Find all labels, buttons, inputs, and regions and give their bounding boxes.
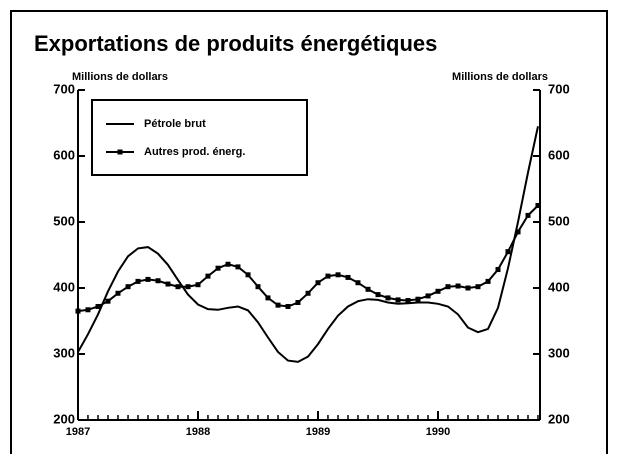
- series-marker: [395, 297, 401, 303]
- series-marker: [235, 264, 241, 270]
- series-marker: [305, 290, 311, 296]
- series-marker: [255, 284, 261, 290]
- x-tick-label: 1990: [426, 426, 450, 438]
- series-marker: [405, 298, 411, 304]
- series-marker: [345, 274, 351, 280]
- series-marker: [155, 278, 161, 284]
- series-marker: [145, 276, 151, 282]
- series-marker: [475, 284, 481, 290]
- y2-tick-label: 400: [548, 279, 570, 294]
- series-marker: [335, 272, 341, 278]
- chart-title: Exportations de produits énergétiques: [34, 31, 437, 56]
- series-marker: [265, 295, 271, 301]
- series-marker: [175, 284, 181, 290]
- y2-tick-label: 700: [548, 81, 570, 96]
- series-marker: [355, 280, 361, 286]
- series-marker: [495, 267, 501, 273]
- y2-tick-label: 600: [548, 147, 570, 162]
- series-marker: [375, 292, 381, 298]
- series-marker: [195, 282, 201, 288]
- series-marker: [465, 285, 471, 291]
- y-tick-label: 700: [53, 81, 75, 96]
- series-marker: [385, 295, 391, 301]
- series-marker: [285, 303, 291, 309]
- series-marker: [95, 303, 101, 309]
- y-tick-label: 500: [53, 213, 75, 228]
- legend-label: Pétrole brut: [144, 118, 206, 130]
- y2-tick-label: 300: [548, 345, 570, 360]
- series-marker: [315, 280, 321, 286]
- series-marker: [515, 229, 521, 235]
- series-marker: [525, 212, 531, 218]
- legend-label: Autres prod. énerg.: [144, 146, 245, 158]
- legend-box: [91, 99, 308, 176]
- series-marker: [425, 293, 431, 299]
- series-line: [77, 126, 539, 363]
- series-marker: [135, 278, 141, 284]
- series-marker: [275, 302, 281, 308]
- series-marker: [185, 284, 191, 290]
- series-marker: [125, 284, 131, 290]
- y-tick-label: 400: [53, 279, 75, 294]
- series-marker: [455, 283, 461, 289]
- y2-tick-label: 500: [548, 213, 570, 228]
- series-marker: [535, 203, 541, 208]
- series-marker: [505, 249, 511, 255]
- series-marker: [115, 290, 121, 296]
- series-marker: [105, 298, 111, 304]
- series-marker: [85, 307, 91, 313]
- y2-tick-label: 200: [548, 411, 570, 426]
- x-tick-label: 1989: [306, 426, 330, 438]
- y-tick-label: 200: [53, 411, 75, 426]
- series-marker: [165, 281, 171, 287]
- series-marker: [325, 273, 331, 279]
- series-marker: [415, 296, 421, 302]
- series-marker: [365, 286, 371, 292]
- x-tick-label: 1987: [66, 426, 90, 438]
- series-marker: [205, 273, 211, 279]
- series-marker: [245, 272, 251, 278]
- series-marker: [435, 288, 441, 294]
- y-tick-label: 300: [53, 345, 75, 360]
- series-marker: [225, 261, 231, 267]
- y-axis-title: Millions de dollars: [72, 71, 168, 83]
- x-tick-label: 1988: [186, 426, 210, 438]
- legend-marker: [117, 149, 123, 155]
- series-marker: [75, 308, 81, 314]
- frame: [10, 10, 608, 454]
- y2-axis-title: Millions de dollars: [452, 71, 548, 83]
- series-marker: [215, 265, 221, 271]
- series-marker: [295, 300, 301, 306]
- series-marker: [485, 278, 491, 284]
- y-tick-label: 600: [53, 147, 75, 162]
- series-marker: [445, 284, 451, 290]
